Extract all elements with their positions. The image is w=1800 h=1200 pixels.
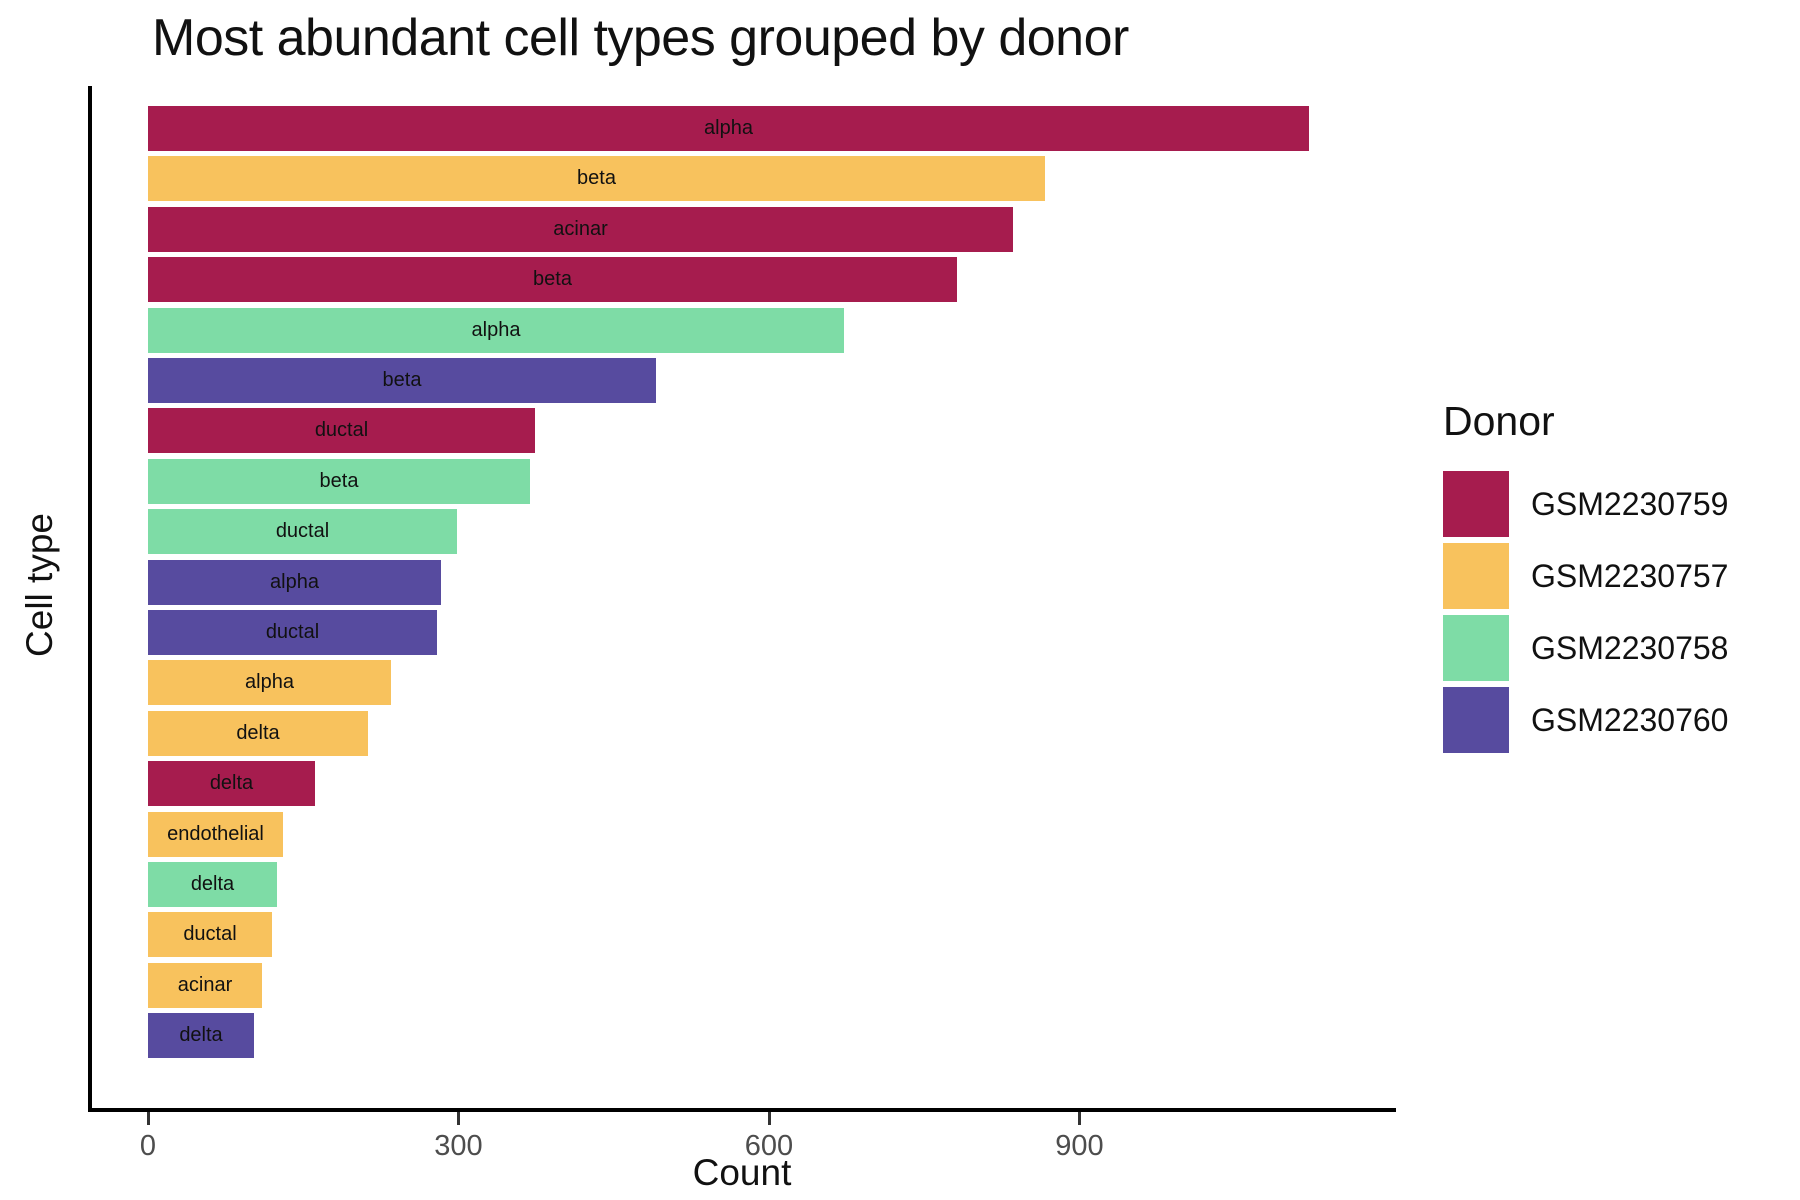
bar-label: ductal (183, 923, 237, 946)
bar-alpha-GSM2230757: alpha (148, 660, 391, 706)
bar-beta-GSM2230757: beta (148, 156, 1045, 202)
y-axis-line (88, 86, 92, 1112)
bar-beta-GSM2230760: beta (148, 358, 656, 403)
bar-label: alpha (704, 117, 753, 139)
y-axis-title: Cell type (19, 513, 60, 657)
x-tick-label-600: 600 (744, 1130, 794, 1162)
x-tick-label-300: 300 (434, 1130, 483, 1162)
legend-swatch (1443, 471, 1509, 537)
x-tick-mark-300 (457, 1112, 460, 1125)
x-axis-line (88, 1108, 1396, 1112)
legend-title: Donor (1443, 398, 1555, 444)
bar-label: ductal (265, 621, 320, 643)
legend-entries: GSM2230759 GSM2230757 GSM2230758 GSM2230760 (1443, 471, 1728, 753)
bar-label: delta (209, 772, 254, 795)
bar-alpha-GSM2230758: alpha (148, 307, 844, 353)
bar-label: alpha (471, 318, 521, 341)
bar-label: ductal (275, 520, 330, 543)
x-axis-title: Count (692, 1152, 792, 1193)
legend-entry-GSM2230760: GSM2230760 (1443, 687, 1728, 753)
bar-ductal-GSM2230759: ductal (148, 408, 535, 454)
bar-label: alpha (270, 570, 319, 593)
legend-entry-GSM2230758: GSM2230758 (1443, 615, 1728, 681)
bar-acinar-GSM2230759: acinar (148, 206, 1013, 252)
x-tick-mark-900 (1078, 1112, 1081, 1125)
bar-ductal-GSM2230757: ductal (148, 912, 272, 958)
bar-label: beta (319, 469, 359, 492)
x-tick-label-0: 0 (139, 1130, 157, 1162)
bar-endothelial-GSM2230757: endothelial (148, 811, 283, 857)
x-tick-mark-600 (767, 1112, 771, 1125)
bar-label: delta (179, 1024, 223, 1047)
bar-label: delta (236, 721, 280, 744)
legend-label: GSM2230760 (1531, 701, 1729, 738)
bar-label: acinar (177, 973, 233, 996)
bar-label: beta (382, 369, 422, 391)
bar-delta-GSM2230757: delta (148, 710, 368, 756)
bar-beta-GSM2230759: beta (148, 257, 957, 303)
bar-label: beta (577, 167, 616, 190)
legend-swatch (1443, 615, 1509, 681)
legend-label: GSM2230758 (1531, 629, 1729, 666)
bar-alpha-GSM2230759: alpha (148, 106, 1309, 151)
bar-label: acinar (553, 217, 608, 240)
legend-entry-GSM2230757: GSM2230757 (1443, 543, 1728, 609)
legend-label: GSM2230757 (1531, 557, 1729, 594)
bar-acinar-GSM2230757: acinar (148, 962, 262, 1008)
bar-label: delta (190, 873, 235, 895)
bar-label: beta (533, 268, 572, 291)
legend-label: GSM2230759 (1531, 485, 1729, 522)
legend: Donor GSM2230759 GSM2230757 GSM2230758 GSM2… (1443, 398, 1728, 759)
bar-beta-GSM2230758: beta (148, 458, 530, 504)
bar-label: alpha (245, 671, 294, 694)
bar-delta-GSM2230758: delta (148, 862, 277, 907)
bar-label: ductal (314, 419, 369, 442)
x-tick-label-900: 900 (1055, 1130, 1104, 1162)
bar-ductal-GSM2230758: ductal (148, 509, 457, 555)
bar-alpha-GSM2230760: alpha (148, 559, 441, 605)
chart-title: Most abundant cell types grouped by dono… (152, 9, 1129, 67)
x-tick-mark-0 (146, 1112, 150, 1125)
legend-entry-GSM2230759: GSM2230759 (1443, 471, 1728, 537)
bar-delta-GSM2230760: delta (148, 1013, 254, 1059)
legend-swatch (1443, 543, 1509, 609)
bar-label: endothelial (167, 822, 264, 845)
bar-ductal-GSM2230760: ductal (148, 610, 437, 655)
legend-swatch (1443, 687, 1509, 753)
bar-delta-GSM2230759: delta (148, 761, 315, 807)
